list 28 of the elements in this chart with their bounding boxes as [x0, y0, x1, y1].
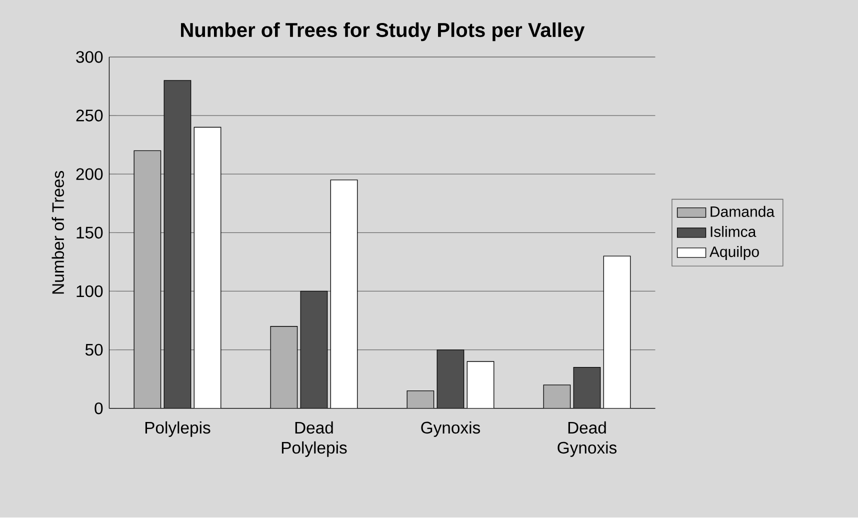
- bar: [407, 390, 434, 409]
- chart-title: Number of Trees for Study Plots per Valley: [181, 22, 585, 42]
- legend-label: Aquilpo: [709, 246, 759, 260]
- bar: [466, 361, 494, 409]
- bar: [330, 180, 358, 409]
- bar: [573, 367, 601, 409]
- y-tick-label: 50: [85, 344, 103, 356]
- bar: [164, 80, 191, 409]
- bar: [270, 326, 298, 409]
- x-tick-label: Dead Polylepis: [282, 422, 347, 458]
- bar: [134, 150, 161, 409]
- bar: [603, 256, 631, 409]
- y-tick-label: 150: [76, 226, 103, 239]
- y-tick-label: 300: [76, 51, 103, 64]
- bar: [300, 291, 328, 409]
- y-tick-label: 100: [76, 286, 103, 298]
- bar: [437, 350, 464, 409]
- bar: [543, 384, 571, 409]
- legend-label: Damanda: [710, 206, 775, 218]
- x-tick-label: Gynoxis: [421, 422, 480, 438]
- x-tick-label: Dead Gynoxis: [558, 422, 617, 458]
- y-tick-label: 200: [76, 168, 103, 180]
- x-tick-label: Polylepis: [145, 422, 210, 438]
- y-tick-label: 0: [94, 402, 103, 414]
- y-axis-title: Number of Trees: [52, 171, 64, 294]
- y-tick-label: 250: [76, 110, 103, 122]
- bar: [194, 127, 222, 409]
- legend-label: Islimca: [710, 226, 756, 238]
